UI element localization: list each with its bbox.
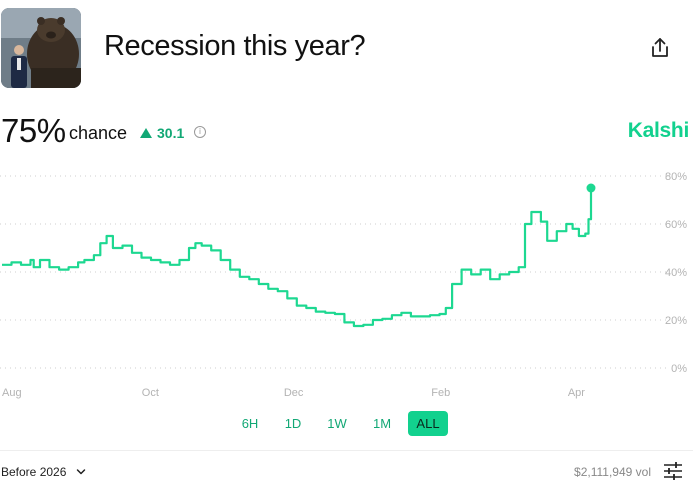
brand-logo: Kalshi bbox=[627, 119, 690, 142]
chart-settings-button[interactable] bbox=[662, 461, 684, 481]
chart-grid bbox=[0, 175, 666, 369]
chance-label: chance bbox=[69, 123, 128, 143]
probability-chart: 0% 20% 40% 60% 80% Aug Oct Dec Feb Apr bbox=[0, 171, 687, 399]
triangle-up-icon bbox=[140, 128, 152, 138]
y-tick-label: 20% bbox=[665, 315, 687, 327]
x-tick-label: Oct bbox=[142, 387, 159, 399]
footer-divider bbox=[0, 450, 693, 451]
y-axis: 0% 20% 40% 60% 80% bbox=[665, 171, 687, 375]
market-title: Recession this year? bbox=[104, 30, 366, 62]
y-tick-label: 40% bbox=[665, 267, 687, 279]
contract-dropdown-label: Before 2026 bbox=[1, 465, 67, 479]
probability-change: 30.1 bbox=[140, 125, 184, 141]
y-tick-label: 80% bbox=[665, 171, 687, 183]
sliders-icon bbox=[664, 462, 682, 480]
contract-dropdown[interactable]: Before 2026 bbox=[1, 465, 86, 479]
volume-label: $2,111,949 vol bbox=[574, 465, 651, 479]
x-tick-label: Dec bbox=[284, 387, 304, 399]
time-range-selector: 6H 1D 1W 1M ALL bbox=[0, 411, 693, 437]
probability-change-value: 30.1 bbox=[157, 125, 185, 141]
y-tick-label: 60% bbox=[665, 219, 687, 231]
probability-value: 75% bbox=[1, 112, 66, 149]
share-icon bbox=[652, 38, 668, 57]
x-axis: Aug Oct Dec Feb Apr bbox=[2, 387, 585, 399]
series-line bbox=[2, 188, 593, 328]
info-icon[interactable]: i bbox=[194, 126, 206, 138]
range-1m-button[interactable]: 1M bbox=[372, 416, 392, 431]
latest-point bbox=[586, 183, 596, 193]
bear-statue-image bbox=[1, 8, 81, 88]
range-1w-button[interactable]: 1W bbox=[327, 416, 347, 431]
range-6h-button[interactable]: 6H bbox=[241, 416, 259, 431]
share-button[interactable] bbox=[648, 36, 672, 60]
chevron-down-icon bbox=[77, 469, 86, 475]
series-layer bbox=[2, 183, 596, 328]
x-tick-label: Apr bbox=[568, 387, 585, 399]
range-1d-button[interactable]: 1D bbox=[284, 416, 302, 431]
range-all-button[interactable]: ALL bbox=[408, 411, 448, 436]
market-thumbnail bbox=[1, 8, 81, 88]
x-tick-label: Feb bbox=[431, 387, 450, 399]
y-tick-label: 0% bbox=[671, 363, 687, 375]
x-tick-label: Aug bbox=[2, 387, 22, 399]
